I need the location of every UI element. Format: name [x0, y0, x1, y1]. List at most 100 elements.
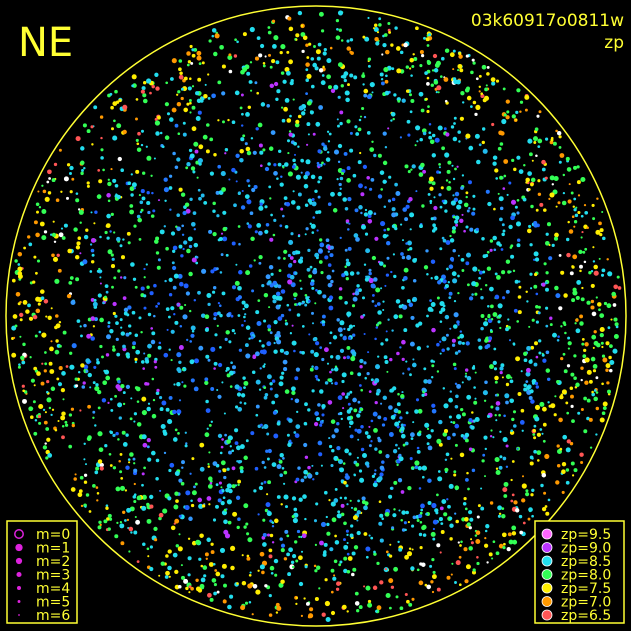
star	[423, 379, 428, 384]
star	[105, 224, 109, 228]
star	[404, 441, 409, 446]
star	[495, 469, 501, 476]
star	[298, 581, 304, 587]
star	[241, 580, 247, 586]
star	[423, 36, 426, 40]
star	[495, 419, 498, 422]
star	[114, 314, 118, 318]
star	[280, 543, 286, 548]
star	[557, 201, 561, 205]
star	[241, 189, 244, 193]
star	[489, 364, 494, 370]
star	[292, 158, 296, 163]
star	[361, 496, 366, 501]
star	[533, 424, 537, 428]
star	[440, 186, 444, 190]
star	[86, 184, 90, 188]
star	[284, 505, 289, 509]
star	[490, 405, 494, 409]
star	[448, 296, 452, 300]
star	[107, 199, 111, 203]
star	[188, 516, 193, 522]
star	[79, 325, 82, 328]
star	[549, 192, 555, 198]
star-field	[11, 10, 622, 623]
star	[416, 346, 422, 351]
star	[523, 358, 528, 363]
star	[416, 519, 420, 522]
star	[190, 325, 196, 331]
star	[133, 224, 137, 228]
star	[346, 46, 351, 51]
star	[531, 159, 534, 162]
star	[475, 227, 479, 231]
star	[471, 411, 474, 414]
star	[523, 351, 528, 356]
star	[346, 533, 349, 537]
star	[311, 464, 314, 467]
star	[495, 79, 500, 83]
star	[431, 364, 435, 368]
star	[312, 62, 318, 68]
star	[571, 215, 575, 218]
star	[377, 153, 382, 158]
star	[165, 554, 169, 558]
star	[450, 200, 456, 206]
star	[385, 273, 390, 277]
star	[44, 362, 48, 366]
star	[120, 255, 126, 260]
star	[301, 533, 307, 539]
star	[380, 287, 383, 290]
star	[454, 382, 458, 386]
star	[316, 416, 321, 422]
star	[92, 381, 96, 385]
star	[259, 423, 263, 427]
star	[419, 521, 423, 524]
star	[80, 171, 84, 176]
star	[184, 505, 190, 511]
star	[79, 409, 82, 412]
star	[398, 509, 401, 512]
star	[381, 53, 384, 56]
star	[202, 565, 208, 570]
star	[147, 457, 152, 462]
star	[234, 384, 240, 390]
star	[440, 530, 445, 534]
star	[133, 530, 138, 535]
star	[406, 119, 411, 124]
star	[63, 176, 69, 182]
star	[453, 122, 456, 125]
star	[33, 255, 37, 259]
star	[554, 395, 557, 398]
star	[286, 50, 290, 54]
star	[179, 71, 183, 75]
star	[446, 575, 451, 580]
star	[446, 267, 449, 271]
star	[135, 98, 139, 101]
star	[289, 274, 295, 280]
magnitude-symbol	[16, 571, 22, 578]
star	[493, 347, 497, 351]
star	[317, 166, 320, 169]
star	[572, 290, 578, 296]
star	[384, 284, 387, 287]
star	[339, 176, 344, 181]
star	[312, 216, 315, 219]
star	[241, 300, 246, 305]
star	[441, 56, 445, 61]
star	[61, 425, 65, 428]
star	[136, 214, 141, 219]
star	[73, 227, 78, 232]
star	[460, 186, 464, 190]
star	[459, 544, 462, 547]
star	[43, 299, 49, 304]
star	[267, 162, 271, 166]
star	[592, 260, 596, 263]
star	[71, 343, 77, 349]
star	[457, 254, 460, 257]
star	[379, 580, 384, 585]
star	[483, 321, 489, 327]
star	[534, 341, 538, 346]
star	[427, 500, 432, 506]
star	[293, 349, 296, 353]
